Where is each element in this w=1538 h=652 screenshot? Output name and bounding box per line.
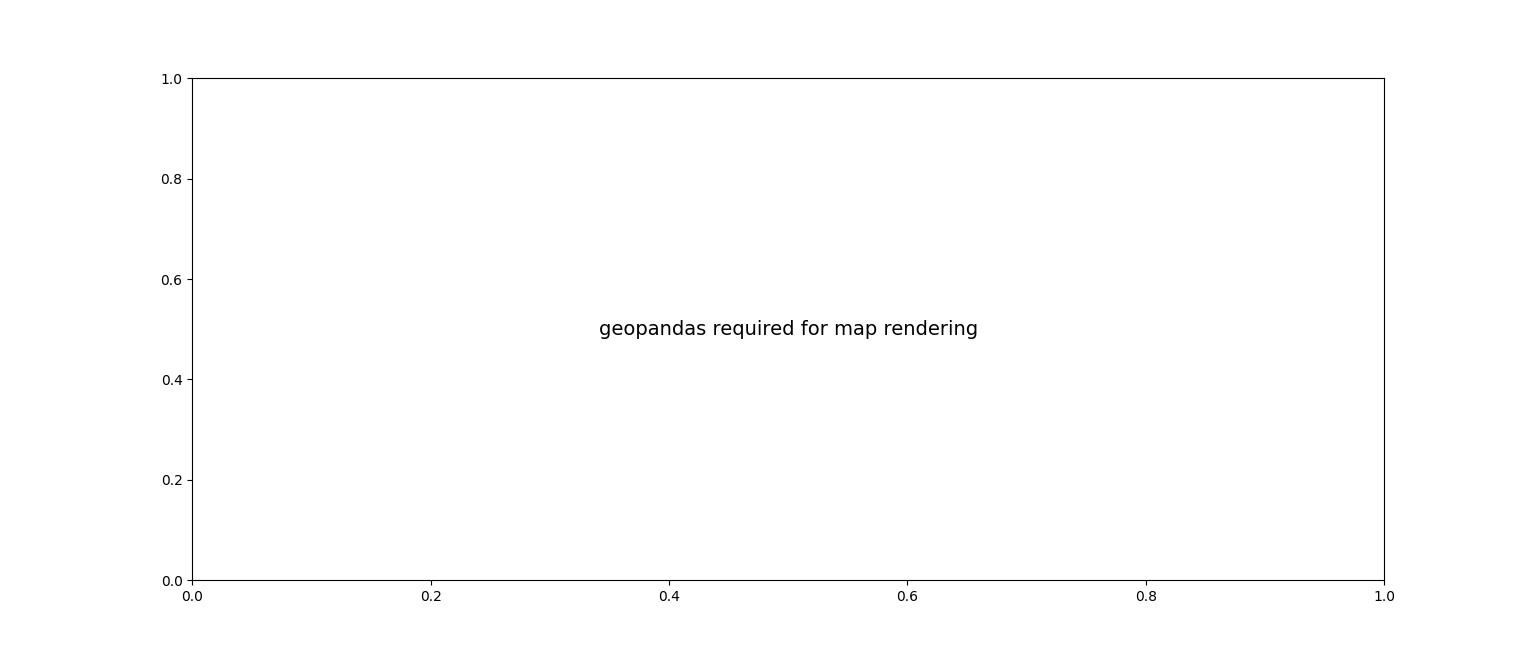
Text: geopandas required for map rendering: geopandas required for map rendering [598,319,978,339]
